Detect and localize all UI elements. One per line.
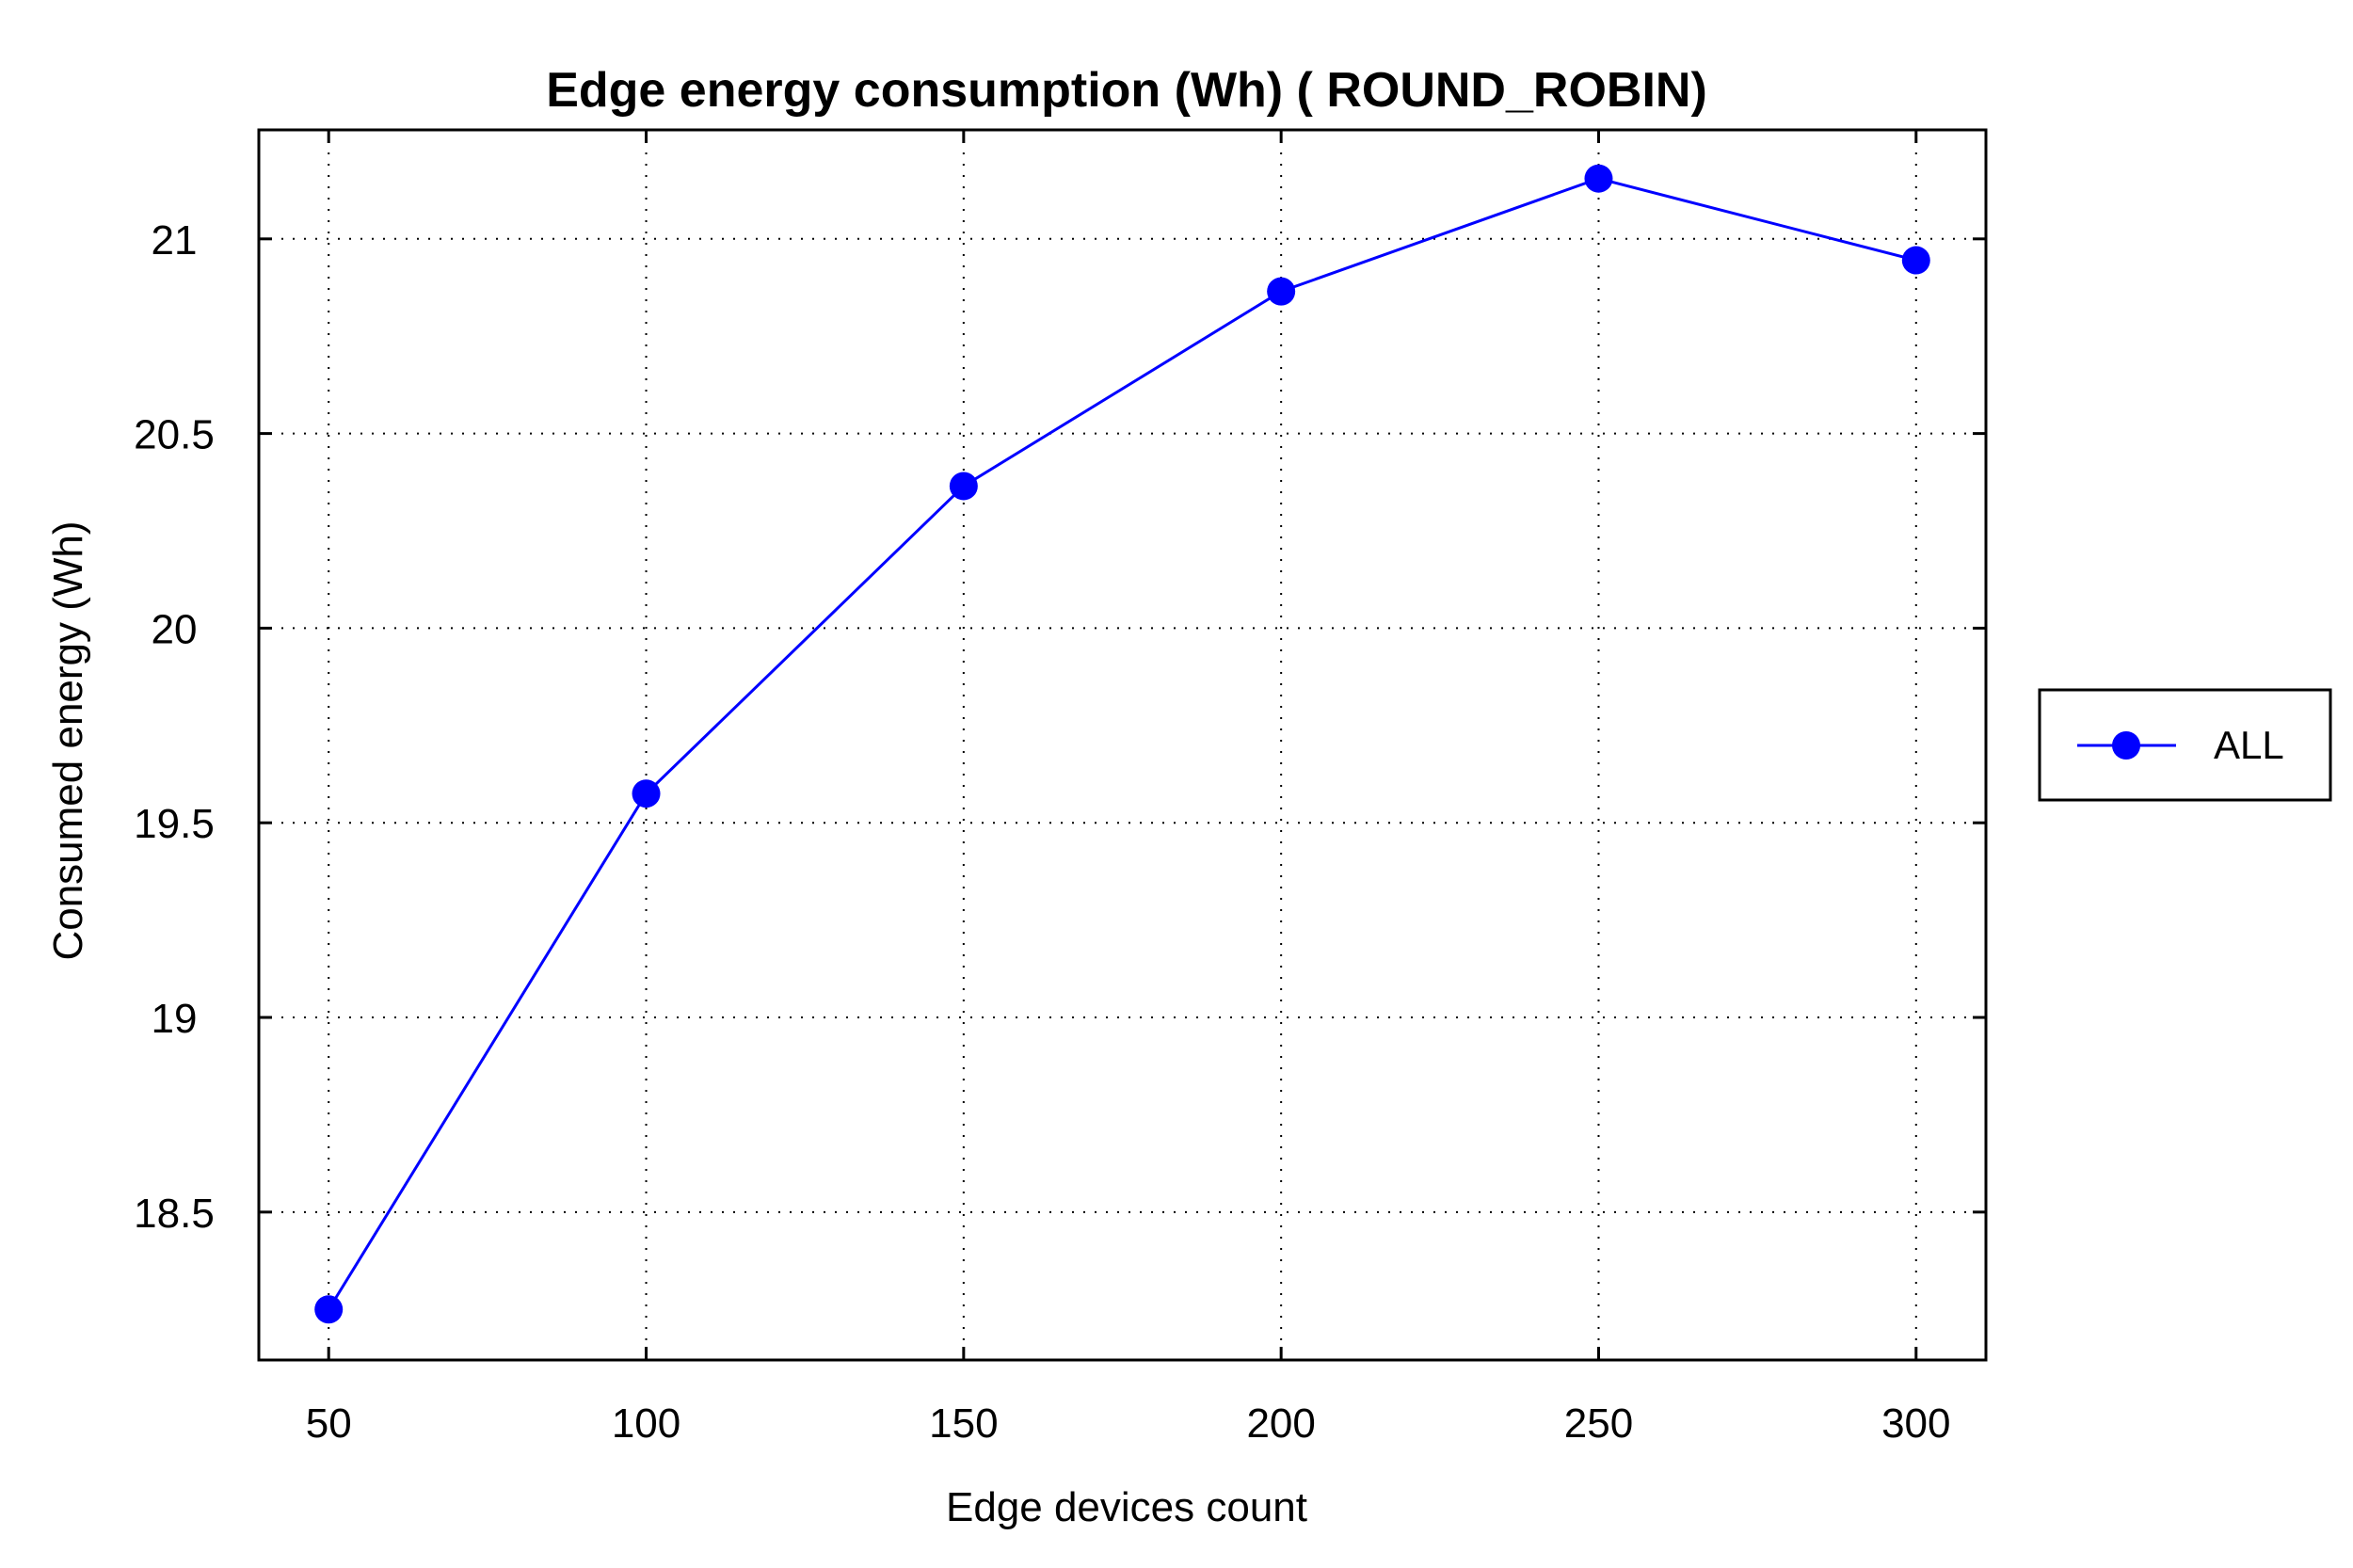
x-tick-label: 250: [1564, 1400, 1633, 1447]
x-tick-label: 50: [306, 1400, 352, 1447]
y-axis-label: Consumed energy (Wh): [45, 520, 91, 960]
y-tick-label: 19.5: [134, 801, 215, 847]
legend-label-all: ALL: [2214, 723, 2284, 767]
legend: ALL: [2038, 688, 2332, 802]
data-point: [632, 779, 661, 808]
y-tick-label: 19: [152, 996, 198, 1042]
data-point: [1584, 164, 1613, 193]
x-tick-label: 300: [1881, 1400, 1950, 1447]
data-point: [314, 1295, 344, 1324]
plot-frame: [257, 128, 1988, 1362]
y-tick-label: 20: [152, 606, 198, 652]
data-point: [1901, 246, 1930, 275]
grid: [259, 130, 1986, 1360]
x-tick-label: 100: [612, 1400, 680, 1447]
x-tick-label: 150: [929, 1400, 998, 1447]
data-point: [1267, 277, 1296, 306]
x-tick-label: 200: [1246, 1400, 1315, 1447]
series-line-all: [327, 177, 1917, 1311]
y-tick-label: 18.5: [134, 1191, 215, 1237]
x-axis-label: Edge devices count: [946, 1484, 1307, 1530]
y-tick-label: 20.5: [134, 412, 215, 458]
y-tick-label: 21: [152, 217, 198, 264]
ticks: 50 100 150 200 250 300 18.5 19 19.5 20 20.5 21: [134, 130, 1986, 1447]
legend-marker-sample: [2112, 731, 2140, 760]
series-layer: [314, 164, 1930, 1324]
chart-title: Edge energy consumption (Wh) ( ROUND_ROB…: [546, 63, 1707, 118]
data-point: [949, 472, 978, 501]
